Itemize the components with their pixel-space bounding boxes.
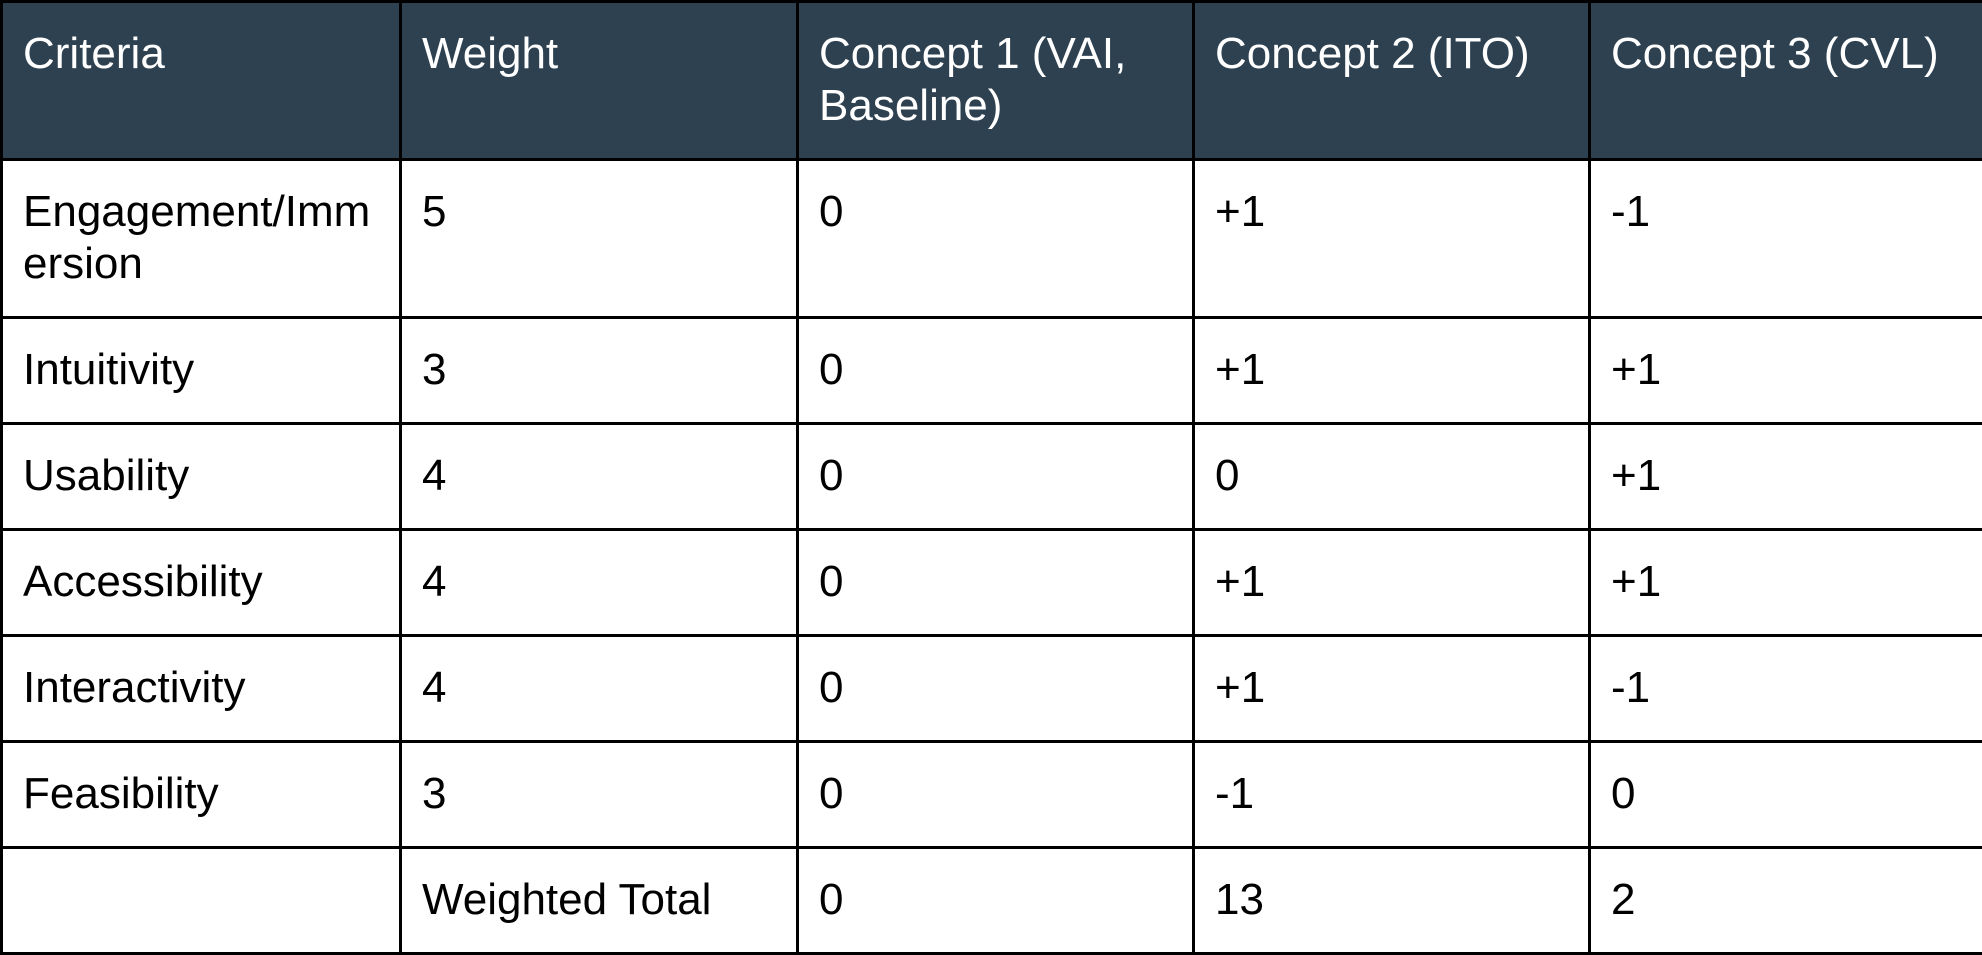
- header-row: Criteria Weight Concept 1 (VAI, Baseline…: [2, 2, 1982, 160]
- concept-3-cell: +1: [1590, 318, 1982, 424]
- concept-2-cell: +1: [1194, 530, 1590, 636]
- weight-cell: 4: [401, 424, 798, 530]
- criteria-cell: Accessibility: [2, 530, 401, 636]
- header-cell-concept-2: Concept 2 (ITO): [1194, 2, 1590, 160]
- concept-1-cell: 0: [798, 160, 1194, 318]
- concept-2-cell: +1: [1194, 318, 1590, 424]
- table-row-accessibility: Accessibility 4 0 +1 +1: [2, 530, 1982, 636]
- weight-cell: 4: [401, 636, 798, 742]
- header-cell-criteria: Criteria: [2, 2, 401, 160]
- concept-1-cell: 0: [798, 848, 1194, 954]
- concept-3-cell: -1: [1590, 160, 1982, 318]
- table-row-usability: Usability 4 0 0 +1: [2, 424, 1982, 530]
- weight-cell: 3: [401, 318, 798, 424]
- criteria-cell: Interactivity: [2, 636, 401, 742]
- concept-2-cell: +1: [1194, 636, 1590, 742]
- concept-1-cell: 0: [798, 742, 1194, 848]
- table-header: Criteria Weight Concept 1 (VAI, Baseline…: [2, 2, 1982, 160]
- table-row-interactivity: Interactivity 4 0 +1 -1: [2, 636, 1982, 742]
- table-row-intuitivity: Intuitivity 3 0 +1 +1: [2, 318, 1982, 424]
- concept-1-cell: 0: [798, 424, 1194, 530]
- concept-3-cell: 2: [1590, 848, 1982, 954]
- table-row-feasibility: Feasibility 3 0 -1 0: [2, 742, 1982, 848]
- weighted-total-label: Weighted Total: [401, 848, 798, 954]
- criteria-cell: [2, 848, 401, 954]
- concept-2-cell: 0: [1194, 424, 1590, 530]
- weight-cell: 3: [401, 742, 798, 848]
- weight-cell: 5: [401, 160, 798, 318]
- weight-cell: 4: [401, 530, 798, 636]
- header-cell-concept-3: Concept 3 (CVL): [1590, 2, 1982, 160]
- concept-1-cell: 0: [798, 318, 1194, 424]
- concept-2-cell: -1: [1194, 742, 1590, 848]
- header-cell-weight: Weight: [401, 2, 798, 160]
- criteria-cell: Feasibility: [2, 742, 401, 848]
- criteria-cell: Engagement/Immersion: [2, 160, 401, 318]
- header-cell-concept-1: Concept 1 (VAI, Baseline): [798, 2, 1194, 160]
- concept-3-cell: -1: [1590, 636, 1982, 742]
- concept-3-cell: +1: [1590, 424, 1982, 530]
- concept-3-cell: +1: [1590, 530, 1982, 636]
- table-body: Engagement/Immersion 5 0 +1 -1 Intuitivi…: [2, 160, 1982, 954]
- table-row-engagement: Engagement/Immersion 5 0 +1 -1: [2, 160, 1982, 318]
- criteria-cell: Usability: [2, 424, 401, 530]
- concept-2-cell: 13: [1194, 848, 1590, 954]
- table-row-weighted-total: Weighted Total 0 13 2: [2, 848, 1982, 954]
- concept-1-cell: 0: [798, 636, 1194, 742]
- concept-3-cell: 0: [1590, 742, 1982, 848]
- criteria-cell: Intuitivity: [2, 318, 401, 424]
- concept-2-cell: +1: [1194, 160, 1590, 318]
- concept-1-cell: 0: [798, 530, 1194, 636]
